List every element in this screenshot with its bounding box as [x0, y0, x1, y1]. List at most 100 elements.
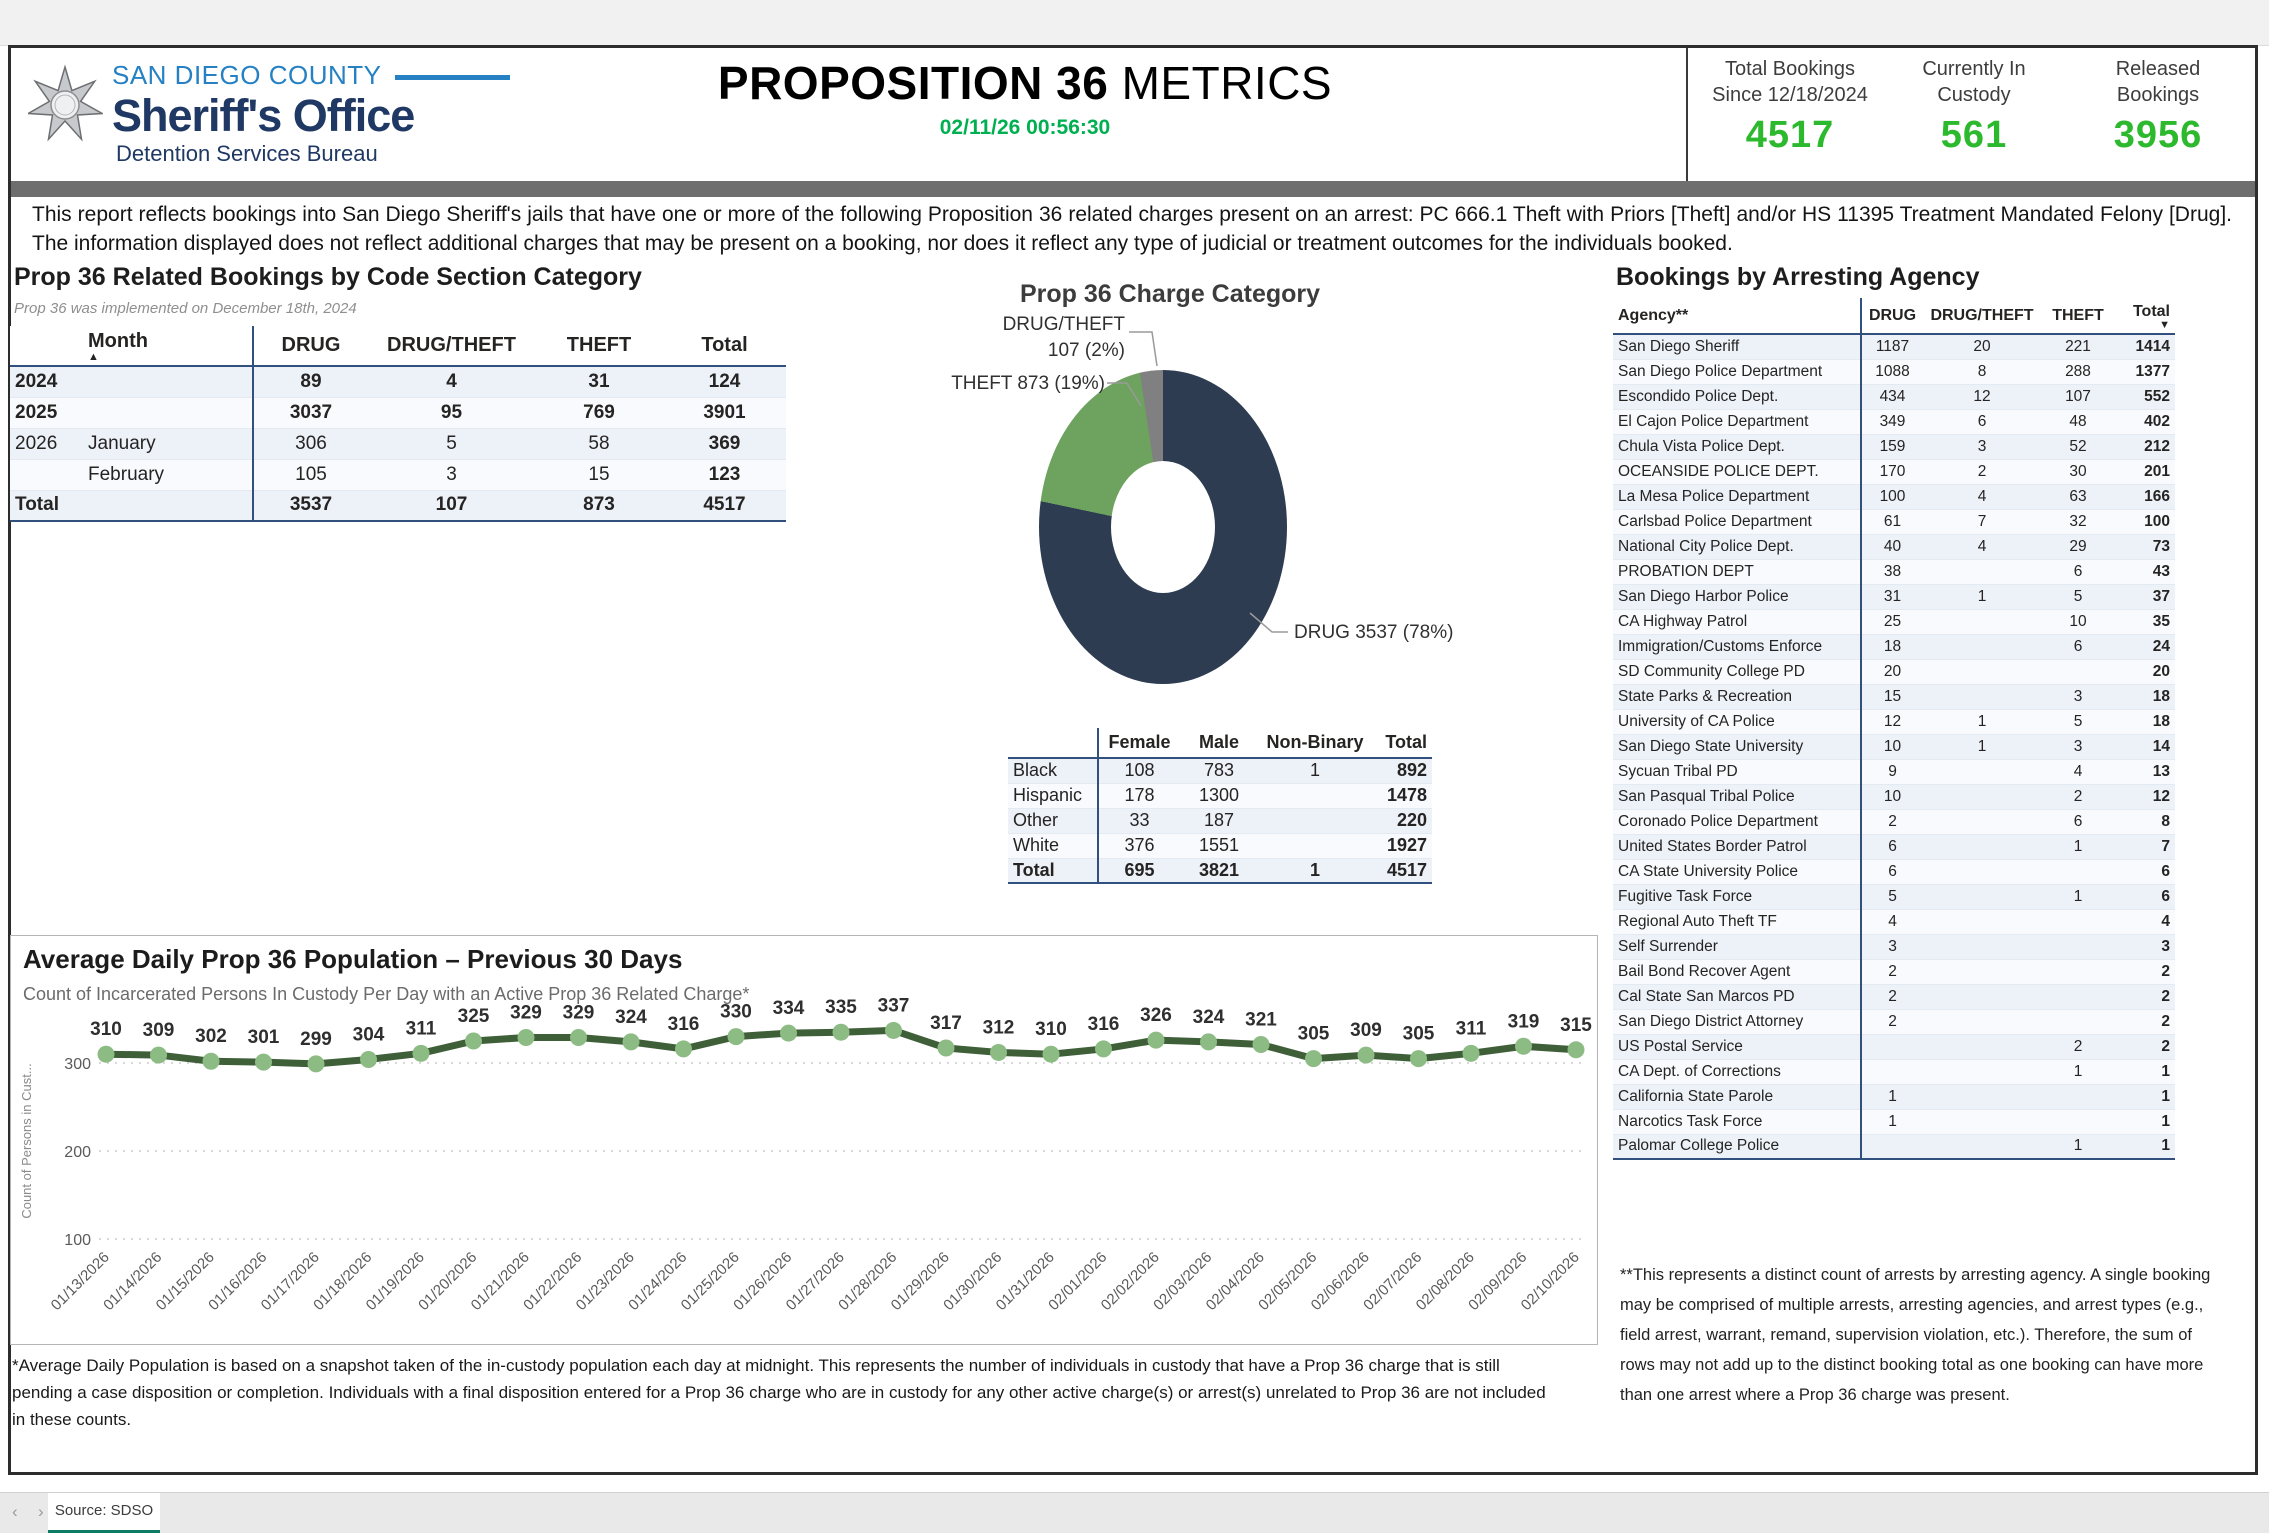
- column-header[interactable]: [10, 326, 83, 366]
- table-row: Total 695 3821 1 4517: [1008, 858, 1432, 884]
- svg-text:315: 315: [1560, 1015, 1592, 1036]
- svg-text:329: 329: [563, 1002, 595, 1023]
- svg-text:305: 305: [1298, 1024, 1330, 1045]
- column-header[interactable]: DRUG/THEFT: [368, 326, 535, 366]
- table-row: San Diego State University 10 1 3 14: [1613, 734, 2175, 760]
- monthly-table-title: Prop 36 Related Bookings by Code Section…: [14, 263, 642, 291]
- svg-text:311: 311: [406, 1018, 437, 1039]
- table-row: Narcotics Task Force 1 1: [1613, 1109, 2175, 1135]
- svg-text:324: 324: [615, 1007, 647, 1028]
- table-row: San Diego Police Department 1088 8 288 1377: [1613, 359, 2175, 385]
- donut-label-drugtheft: DRUG/THEFT 107 (2%): [1002, 314, 1125, 361]
- table-row: February 105 3 15 123: [10, 459, 786, 491]
- sheet-tab-bar: ‹ › Source: SDSO: [0, 1492, 2269, 1533]
- column-header[interactable]: Female: [1098, 728, 1180, 758]
- table-row: State Parks & Recreation 15 3 18: [1613, 684, 2175, 710]
- kpi-released: Released Bookings 3956: [2066, 56, 2250, 157]
- svg-text:316: 316: [1088, 1014, 1120, 1035]
- table-row: El Cajon Police Department 349 6 48 402: [1613, 409, 2175, 435]
- header-separator-bar: [11, 181, 2255, 197]
- report-timestamp: 02/11/26 00:56:30: [939, 116, 1111, 139]
- donut-label-drug: DRUG 3537 (78%): [1294, 622, 1454, 643]
- sheriff-badge-logo: [28, 64, 103, 142]
- column-header[interactable]: Total: [663, 326, 786, 366]
- sort-desc-icon: ▼: [2159, 318, 2170, 331]
- svg-text:100: 100: [64, 1232, 91, 1249]
- column-header[interactable]: THEFT: [535, 326, 663, 366]
- table-row: San Diego Harbor Police 31 1 5 37: [1613, 584, 2175, 610]
- table-row: 2025 3037 95 769 3901: [10, 397, 786, 429]
- kpi-total-bookings-value: 4517: [1745, 114, 1835, 156]
- kpi-in-custody-value: 561: [1940, 114, 2008, 156]
- bottom-white-strip: [0, 1475, 2269, 1492]
- table-row: US Postal Service 2 2: [1613, 1034, 2175, 1060]
- svg-text:312: 312: [983, 1017, 1015, 1038]
- agency-table-title: Bookings by Arresting Agency: [1616, 263, 1980, 291]
- header-divider: [1686, 48, 1688, 181]
- svg-text:300: 300: [64, 1056, 91, 1073]
- office-label: Sheriff's Office: [112, 90, 415, 141]
- table-row: Black 108 783 1 892: [1008, 758, 1432, 784]
- table-row: Immigration/Customs Enforce 18 6 24: [1613, 634, 2175, 660]
- svg-text:301: 301: [248, 1027, 280, 1048]
- table-row: 2024 89 4 31 124: [10, 366, 786, 398]
- report-title-block: PROPOSITION 36 METRICS 02/11/26 00:56:30: [700, 56, 1350, 140]
- column-header[interactable]: DRUG: [253, 326, 368, 366]
- table-row: San Pasqual Tribal Police 10 2 12: [1613, 784, 2175, 810]
- y-axis-title: Count of Persons in Cust...: [19, 1063, 34, 1218]
- demographics-table: Female Male Non-Binary Total Black 108 783 1 892…: [1008, 728, 1432, 884]
- svg-text:330: 330: [720, 1002, 752, 1023]
- column-header[interactable]: Total ▼: [2115, 298, 2175, 334]
- column-header[interactable]: Total: [1372, 728, 1432, 758]
- svg-text:316: 316: [668, 1014, 700, 1035]
- svg-text:299: 299: [300, 1029, 332, 1050]
- svg-text:337: 337: [878, 995, 910, 1016]
- table-row: Total 3537 107 873 4517: [10, 490, 786, 522]
- svg-text:302: 302: [195, 1026, 227, 1047]
- column-header[interactable]: DRUG: [1861, 298, 1923, 334]
- column-header[interactable]: Month ▲: [83, 326, 254, 366]
- kpi-stats: Total Bookings Since 12/18/2024 4517 Curr…: [1698, 56, 2250, 157]
- table-row: Cal State San Marcos PD 2 2: [1613, 984, 2175, 1010]
- page-title: PROPOSITION 36 METRICS: [717, 57, 1333, 109]
- arresting-agency-table: Agency** DRUG DRUG/THEFT THEFT Total ▼ San Die…: [1613, 298, 2175, 1160]
- svg-text:325: 325: [458, 1006, 490, 1027]
- sheet-tab-label: Source: SDSO: [54, 1502, 154, 1519]
- next-sheet-arrow[interactable]: ›: [38, 1502, 44, 1521]
- table-row: PROBATION DEPT 38 6 43: [1613, 559, 2175, 585]
- svg-text:200: 200: [64, 1144, 91, 1161]
- svg-text:305: 305: [1403, 1024, 1435, 1045]
- svg-text:324: 324: [1193, 1007, 1225, 1028]
- column-header[interactable]: DRUG/THEFT: [1923, 298, 2041, 334]
- line-chart-subtitle: Count of Incarcerated Persons In Custody…: [23, 984, 750, 1004]
- table-row: Bail Bond Recover Agent 2 2: [1613, 959, 2175, 985]
- table-row: OCEANSIDE POLICE DEPT. 170 2 30 201: [1613, 459, 2175, 485]
- svg-text:326: 326: [1140, 1005, 1172, 1026]
- sort-asc-icon: ▲: [88, 351, 99, 363]
- table-row: Coronado Police Department 2 6 8: [1613, 809, 2175, 835]
- wordmark-dash: [395, 74, 511, 80]
- svg-text:321: 321: [1245, 1010, 1277, 1031]
- table-row: Fugitive Task Force 5 1 6: [1613, 884, 2175, 910]
- svg-text:309: 309: [143, 1020, 175, 1041]
- column-header[interactable]: [1008, 728, 1099, 758]
- footnote-arresting-agency: **This represents a distinct count of ar…: [1620, 1266, 2211, 1404]
- table-row: Sycuan Tribal PD 9 4 13: [1613, 759, 2175, 785]
- table-row: Escondido Police Dept. 434 12 107 552: [1613, 384, 2175, 410]
- column-header[interactable]: THEFT: [2041, 298, 2115, 334]
- report-description: This report reflects bookings into San D…: [32, 203, 2232, 255]
- svg-text:304: 304: [353, 1024, 385, 1045]
- table-row: National City Police Dept. 40 4 29 73: [1613, 534, 2175, 560]
- window-top-strip: [0, 0, 2269, 46]
- column-header[interactable]: Agency**: [1613, 298, 1862, 334]
- table-row: Other 33 187 220: [1008, 808, 1432, 834]
- column-header[interactable]: Male: [1180, 728, 1258, 758]
- svg-text:335: 335: [825, 997, 857, 1018]
- table-row: San Diego Sheriff 1187 20 221 1414: [1613, 334, 2175, 360]
- svg-text:329: 329: [510, 1002, 542, 1023]
- column-header[interactable]: Non-Binary: [1258, 728, 1372, 758]
- table-row: Regional Auto Theft TF 4 4: [1613, 909, 2175, 935]
- svg-text:309: 309: [1350, 1020, 1382, 1041]
- sheet-tab-source-sdso[interactable]: Source: SDSO: [48, 1493, 160, 1533]
- prev-sheet-arrow[interactable]: ‹: [12, 1502, 18, 1521]
